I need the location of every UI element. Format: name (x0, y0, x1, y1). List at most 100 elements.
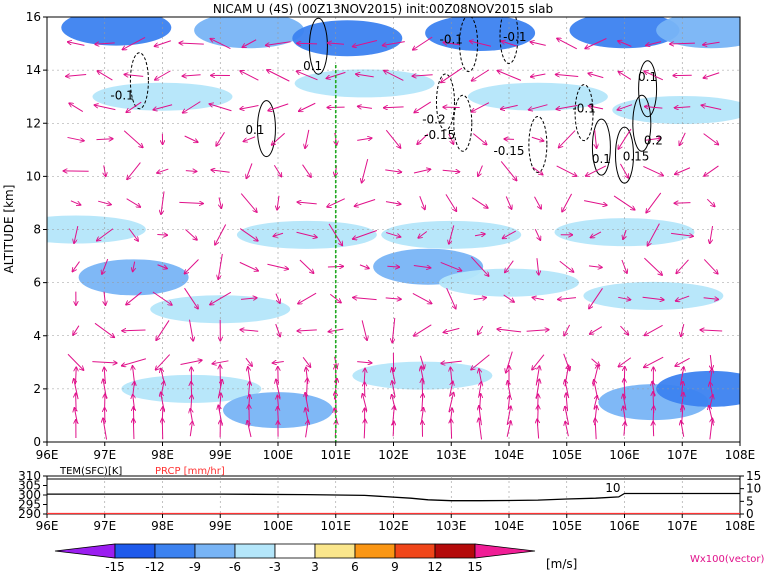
wind-vector (305, 392, 310, 412)
wind-vector (590, 231, 602, 238)
wind-vector (392, 317, 396, 343)
wind-vector (474, 234, 485, 236)
y-tick-label: 8 (33, 223, 41, 237)
colorbar-segment (274, 543, 316, 559)
wind-vector (647, 223, 660, 246)
wind-vector (710, 382, 713, 396)
contour-label: -0.2 (422, 112, 445, 126)
contour-dashed (129, 52, 149, 110)
wind-vector (530, 73, 546, 77)
surface-right-tick-label: 5 (746, 494, 754, 508)
wind-vector (618, 41, 632, 47)
wind-vector (306, 367, 308, 385)
wind-vector (362, 393, 368, 411)
wind-vector (74, 408, 78, 424)
wind-vector (646, 41, 662, 46)
wind-vector (419, 355, 424, 369)
wind-vector (506, 351, 513, 373)
wind-vector (563, 353, 570, 371)
wind-vector (354, 199, 376, 207)
wind-vector (190, 409, 192, 423)
wind-vector (680, 367, 684, 385)
wind-vector (104, 291, 105, 306)
x-tick-label: 104E (494, 448, 525, 462)
wind-vector (591, 358, 600, 366)
wind-vector (210, 39, 231, 50)
main-panel: 0 2 4 6 8 10 12 14 16 96E 97E 98E 99E 100E 101E 102E 10… (2, 10, 755, 462)
wind-vector (588, 73, 604, 79)
wind-vector (412, 292, 432, 303)
wind-vector (267, 70, 290, 82)
wind-vector (681, 324, 685, 337)
wind-vector (585, 165, 607, 176)
wind-vector (645, 138, 661, 140)
wind-vector (417, 133, 429, 144)
wind-vector (644, 324, 663, 335)
wind-vector (620, 325, 628, 335)
wind-vector (421, 407, 423, 424)
wind-vector (471, 354, 490, 370)
wind-vector (248, 381, 249, 397)
wind-vector (479, 382, 482, 397)
wind-vector (675, 167, 691, 175)
wind-vector (682, 381, 683, 397)
wind-vector (327, 43, 345, 44)
colorbar-segment (434, 543, 476, 559)
wind-vector (479, 418, 483, 440)
wind-vector (644, 106, 663, 108)
wind-vector (95, 43, 115, 44)
colorbar-tick-label: -9 (189, 560, 201, 574)
wind-vector (74, 379, 79, 400)
wind-vector (558, 298, 577, 300)
colorbar-unit: [m/s] (546, 557, 577, 571)
wind-vector (364, 368, 365, 384)
wind-vector (555, 74, 579, 76)
wind-vector (385, 129, 400, 148)
wind-vector (479, 369, 482, 383)
wind-vector (450, 408, 452, 423)
wind-vector (67, 42, 85, 46)
wind-vector (710, 369, 712, 383)
wind-vector (644, 71, 664, 81)
wind-vector (565, 406, 570, 425)
wind-vector (268, 103, 289, 111)
contour-solid (256, 100, 276, 158)
wind-vector (124, 74, 144, 76)
wind-vector (191, 395, 192, 410)
wind-vector (239, 261, 259, 271)
wind-vector (530, 42, 546, 46)
wind-vector (670, 43, 695, 44)
wind-vector (448, 392, 454, 413)
wind-vector (623, 406, 627, 425)
y-axis-ticks: 0 2 4 6 8 10 12 14 16 (26, 10, 47, 449)
wind-vector (593, 395, 597, 410)
wind-vector (500, 161, 517, 180)
x-tick-label: 107E (667, 448, 698, 462)
wind-vector (532, 297, 544, 299)
surface-x-tick-label: 106E (609, 519, 640, 533)
wind-vector (133, 394, 135, 411)
shade-region (292, 20, 403, 57)
wind-vector (708, 395, 713, 410)
wind-vector (72, 261, 80, 272)
colorbar-segment (314, 543, 356, 559)
wind-vector (302, 164, 312, 178)
wind-vector (267, 263, 288, 269)
wind-vector (392, 381, 396, 398)
wind-vector (618, 71, 632, 80)
wind-vector (505, 196, 511, 210)
wind-vector (126, 198, 141, 207)
wind-vector (469, 41, 492, 47)
wind-vector (211, 170, 230, 172)
contour-dashed (459, 17, 479, 73)
wind-vector (216, 131, 225, 146)
wind-vector (644, 356, 664, 367)
wind-vector (506, 406, 511, 426)
surface-left-tick-label: 300 (18, 488, 41, 502)
wind-vector (385, 170, 401, 172)
surface-x-tick-label: 96E (36, 519, 59, 533)
wind-vector (127, 162, 141, 180)
y-tick-label: 12 (26, 116, 41, 130)
y-tick-label: 10 (26, 169, 41, 183)
wind-vector (440, 261, 462, 270)
